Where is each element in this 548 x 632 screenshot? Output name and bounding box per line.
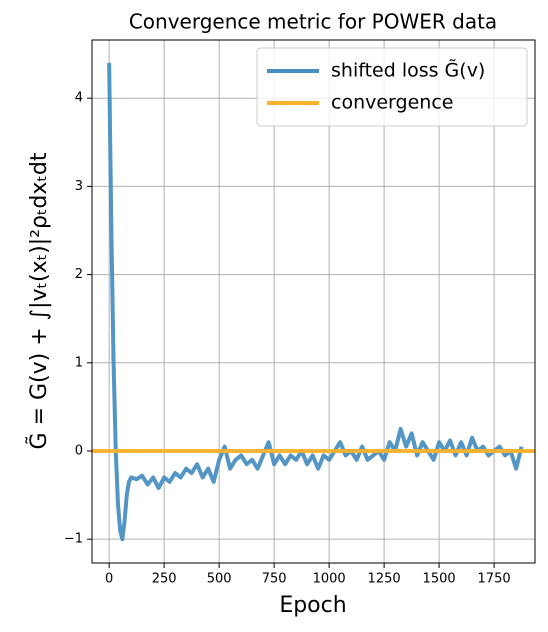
y-tick-label: 4 (75, 91, 83, 106)
chart-title: Convergence metric for POWER data (129, 10, 497, 34)
plot-area (92, 62, 535, 542)
x-tick-label: 250 (152, 572, 177, 587)
x-tick-label: 1750 (478, 572, 511, 587)
x-axis-label: Epoch (279, 593, 346, 618)
x-tick-label: 1500 (423, 572, 456, 587)
y-tick-label: 1 (75, 355, 83, 370)
legend-label: shifted loss G̃(v) (331, 59, 485, 81)
legend-box (256, 47, 528, 127)
legend-label: convergence (331, 92, 453, 114)
y-axis-label: G̃ = G(v) + ∫|vₜ(xₜ)|²ρₜdxₜdt (26, 152, 52, 449)
plot-frame (91, 39, 536, 564)
y-tick-label: 3 (75, 179, 83, 194)
y-tick-label: 2 (75, 267, 83, 282)
x-tick-label: 750 (262, 572, 287, 587)
x-tick-label: 1250 (368, 572, 401, 587)
y-tick-label: 0 (75, 443, 83, 458)
x-tick-label: 500 (207, 572, 232, 587)
x-tick-label: 1000 (313, 572, 346, 587)
x-tick-label: 0 (105, 572, 113, 587)
y-tick-label: −1 (64, 532, 83, 547)
data-line (107, 62, 524, 542)
